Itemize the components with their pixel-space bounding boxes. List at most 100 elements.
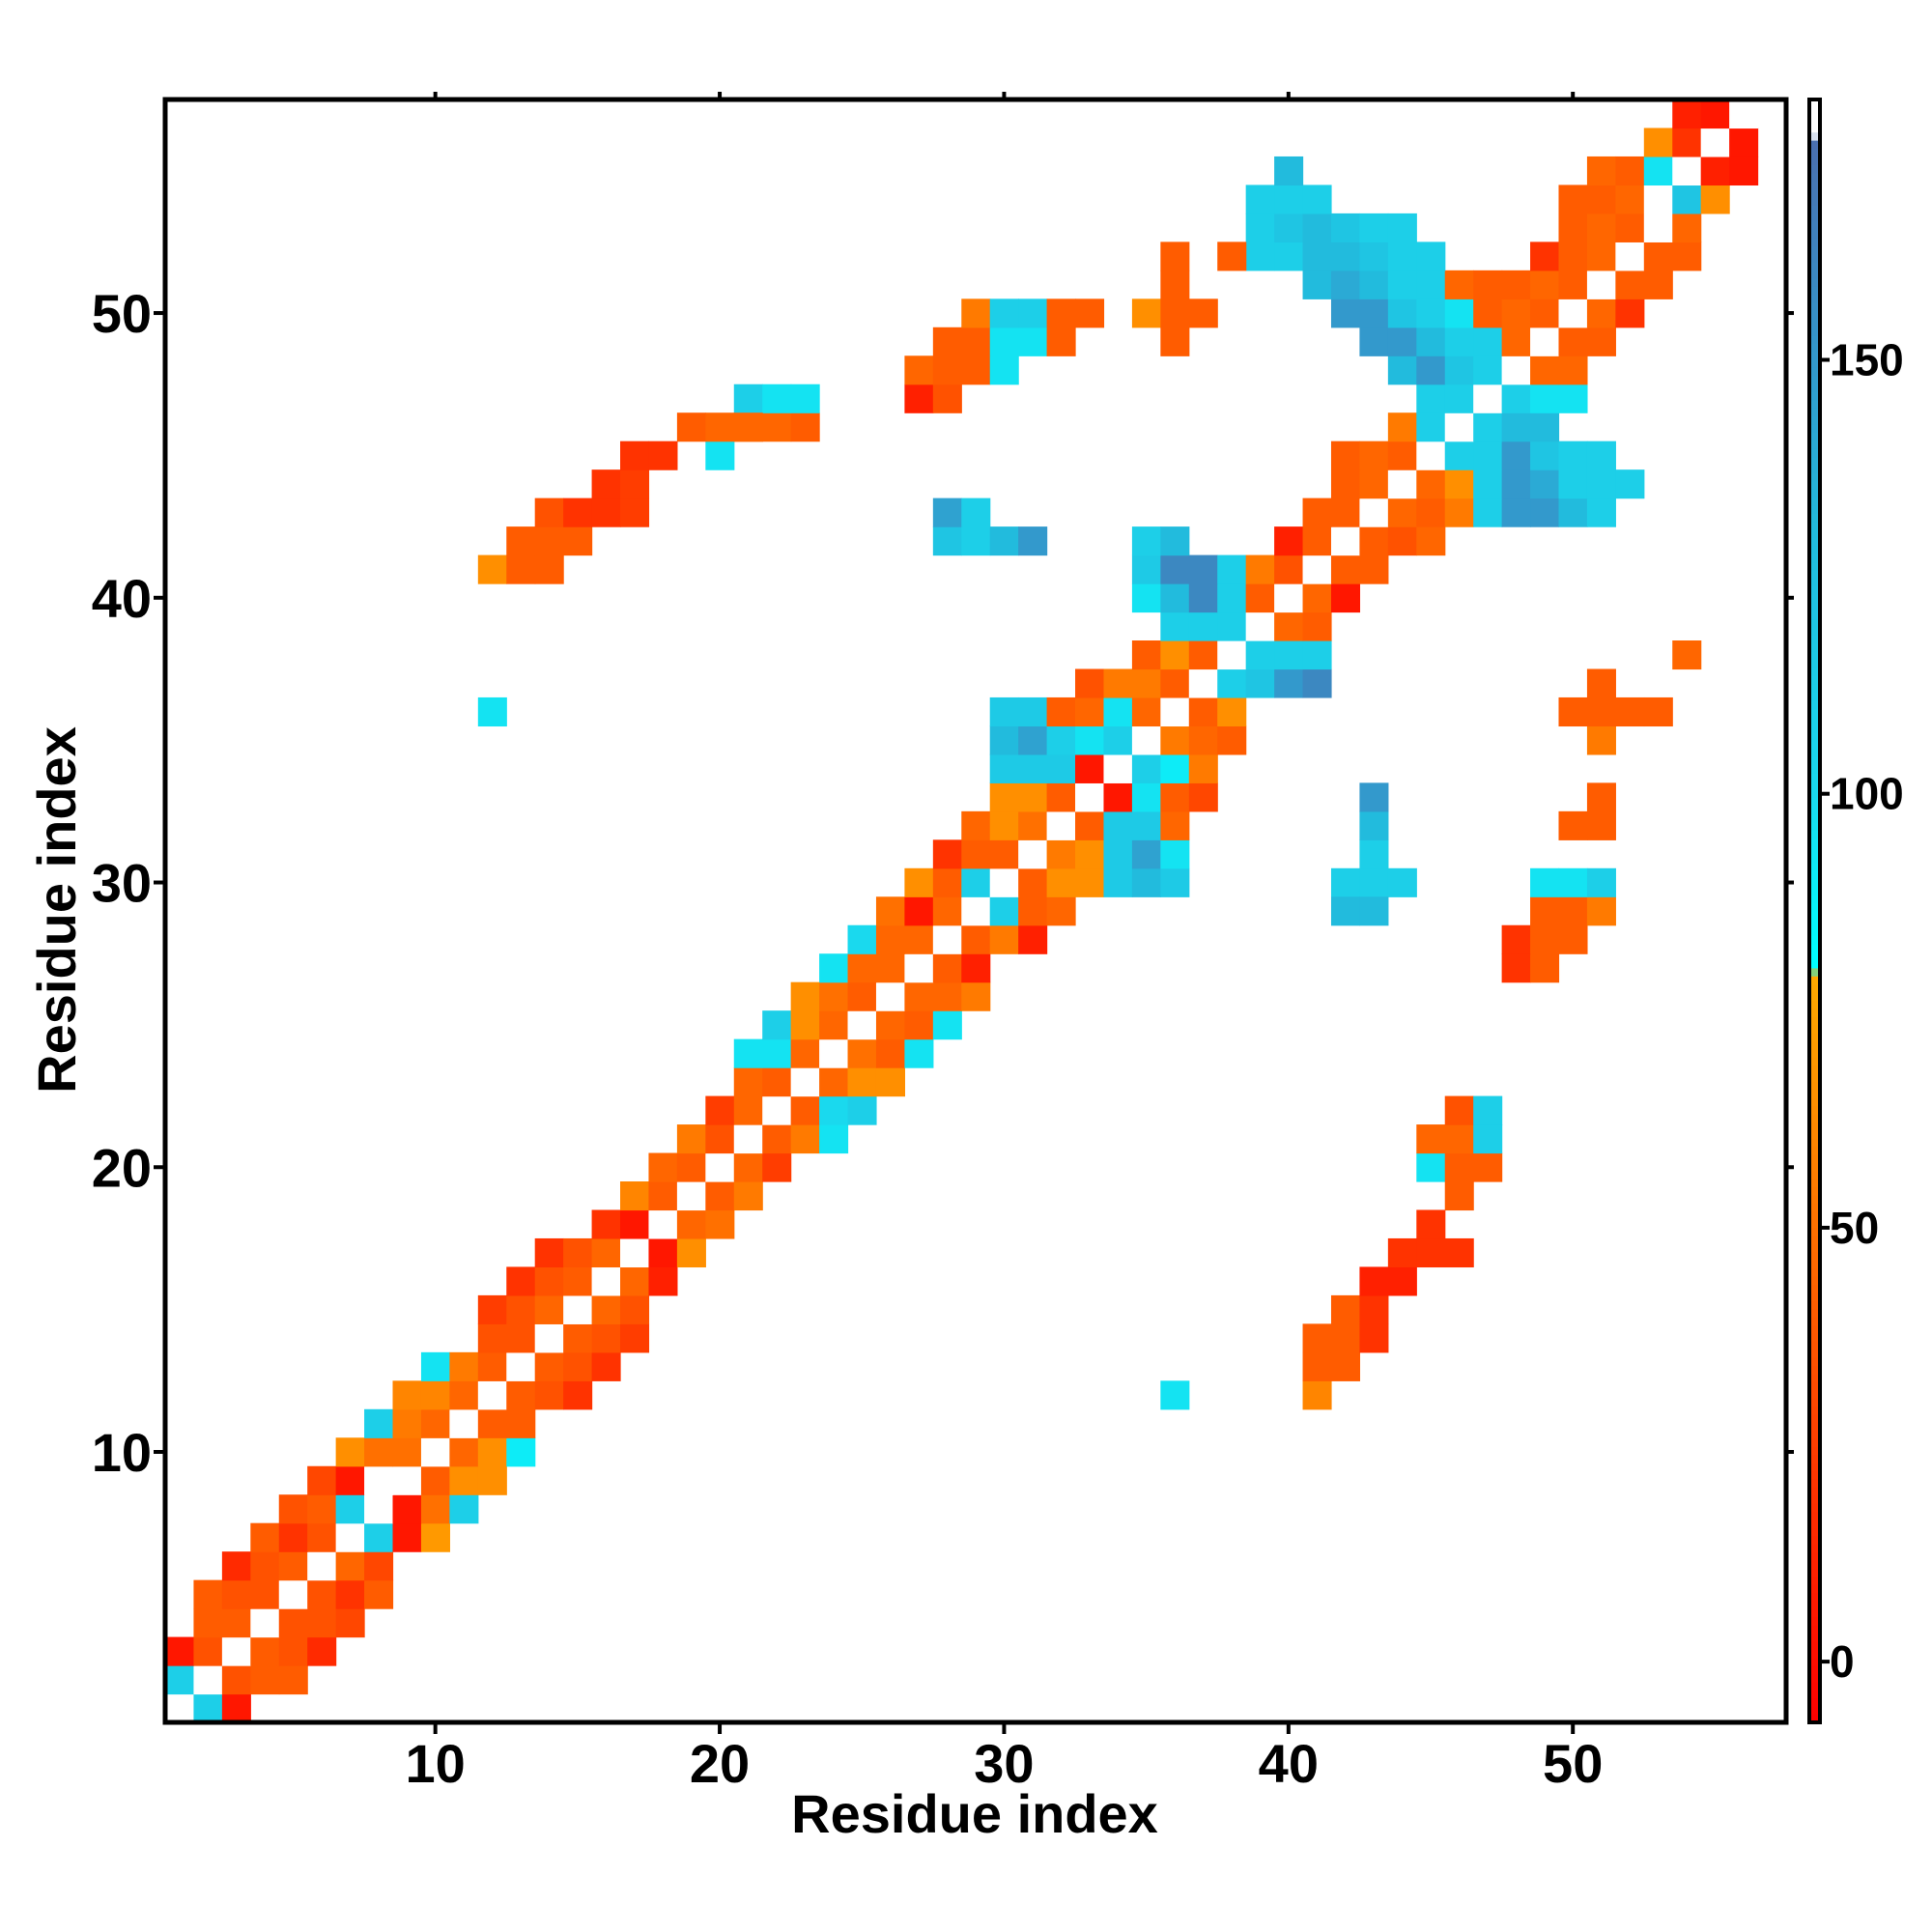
heatmap-cell [449, 1351, 479, 1381]
heatmap-cell [1245, 583, 1275, 613]
heatmap-cell [875, 1067, 906, 1097]
colorbar-segment [1809, 602, 1820, 611]
heatmap-cell [1131, 782, 1161, 812]
heatmap-cell [392, 1465, 422, 1495]
heatmap-cell [1302, 242, 1332, 271]
heatmap-cell [278, 1551, 308, 1581]
colorbar-segment [1809, 1413, 1820, 1423]
heatmap-cell [1444, 1181, 1474, 1211]
colorbar-segment [1809, 497, 1820, 506]
heatmap-cell [1274, 185, 1304, 214]
heatmap-cell [1473, 327, 1503, 356]
colorbar-segment [1809, 1665, 1820, 1675]
heatmap-cell [307, 1494, 337, 1524]
heatmap-cell [847, 1010, 877, 1040]
heatmap-cell [1586, 185, 1616, 214]
heatmap-cell [875, 896, 906, 926]
colorbar-segment [1809, 1040, 1820, 1050]
colorbar-segment [1809, 1179, 1820, 1188]
heatmap-cell [1643, 185, 1673, 214]
y-axis-title: Residue index [26, 726, 87, 1094]
colorbar-segment [1809, 213, 1820, 222]
heatmap-cell [1473, 384, 1503, 413]
colorbar-segment [1809, 465, 1820, 473]
heatmap-cell [620, 1266, 650, 1296]
colorbar-segment [1809, 237, 1820, 246]
heatmap-cell [875, 1010, 906, 1040]
colorbar-segment [1809, 1203, 1820, 1212]
colorbar-segment [1809, 1487, 1820, 1496]
heatmap-cell [1729, 128, 1759, 157]
heatmap-cell [1586, 469, 1616, 499]
heatmap-cell [932, 497, 962, 527]
heatmap-cell [790, 1095, 820, 1125]
heatmap-cell [1131, 526, 1161, 556]
heatmap-cell [819, 981, 849, 1011]
heatmap-cell [1302, 583, 1332, 613]
heatmap-cell [1558, 213, 1588, 242]
heatmap-cell [1416, 412, 1446, 442]
heatmap-cell [989, 810, 1019, 840]
colorbar-segment [1809, 594, 1820, 604]
heatmap-cell [477, 696, 507, 727]
heatmap-cell [705, 412, 735, 442]
colorbar-segment [1809, 992, 1820, 1001]
heatmap-cell [1018, 696, 1048, 727]
heatmap-cell [1387, 327, 1417, 356]
heatmap-cell [477, 1408, 507, 1438]
heatmap-cell [1501, 412, 1531, 442]
heatmap-cell [790, 1124, 820, 1154]
heatmap-cell [364, 1522, 394, 1552]
heatmap-cell [904, 1010, 934, 1040]
heatmap-cell [620, 1181, 650, 1211]
heatmap-cell [932, 867, 962, 897]
heatmap-cell [1672, 156, 1702, 186]
heatmap-cell [506, 1266, 536, 1296]
heatmap-cell [932, 896, 962, 926]
heatmap-cell [1018, 327, 1048, 356]
heatmap-cell [961, 867, 991, 897]
heatmap-cell [1615, 185, 1645, 214]
colorbar-segment [1809, 1697, 1820, 1707]
heatmap-cell [392, 1437, 422, 1467]
heatmap-cell [506, 1323, 536, 1353]
heatmap-cell [847, 953, 877, 983]
heatmap-cell [1274, 640, 1304, 670]
heatmap-cell [1188, 583, 1218, 613]
colorbar-segment [1809, 124, 1820, 133]
heatmap-cell [1245, 554, 1275, 584]
heatmap-cell [1131, 298, 1161, 328]
colorbar-segment [1809, 830, 1820, 838]
heatmap-cell [790, 412, 820, 442]
heatmap-cell [1586, 696, 1616, 727]
heatmap-cell [420, 1465, 450, 1495]
heatmap-cell [1558, 469, 1588, 499]
heatmap-cell [563, 497, 593, 527]
heatmap-cell [1387, 1266, 1417, 1296]
heatmap-cell [1530, 298, 1560, 328]
colorbar-segment [1809, 935, 1820, 945]
colorbar-segment [1809, 1527, 1820, 1537]
heatmap-cell [790, 1038, 820, 1068]
heatmap-cell [506, 526, 536, 556]
heatmap-cell [1160, 298, 1190, 328]
colorbar-segment [1809, 1706, 1820, 1716]
colorbar-segment [1809, 367, 1820, 377]
colorbar-segment [1809, 732, 1820, 742]
heatmap-cell [1416, 242, 1446, 271]
heatmap-cell [989, 725, 1019, 755]
heatmap-cell [1473, 270, 1503, 299]
colorbar-segment [1809, 692, 1820, 701]
colorbar-segment [1809, 1503, 1820, 1513]
colorbar-segment [1809, 1033, 1820, 1041]
colorbar-segment [1809, 505, 1820, 514]
colorbar-segment [1809, 245, 1820, 255]
colorbar-segment [1809, 302, 1820, 311]
heatmap-cell [932, 327, 962, 356]
heatmap-cell [733, 1152, 763, 1182]
colorbar-tick-label: 100 [1830, 769, 1904, 819]
heatmap-cell [1530, 469, 1560, 499]
heatmap-cell [676, 1181, 706, 1211]
heatmap-cell [1160, 696, 1190, 727]
heatmap-cell [1387, 355, 1417, 385]
